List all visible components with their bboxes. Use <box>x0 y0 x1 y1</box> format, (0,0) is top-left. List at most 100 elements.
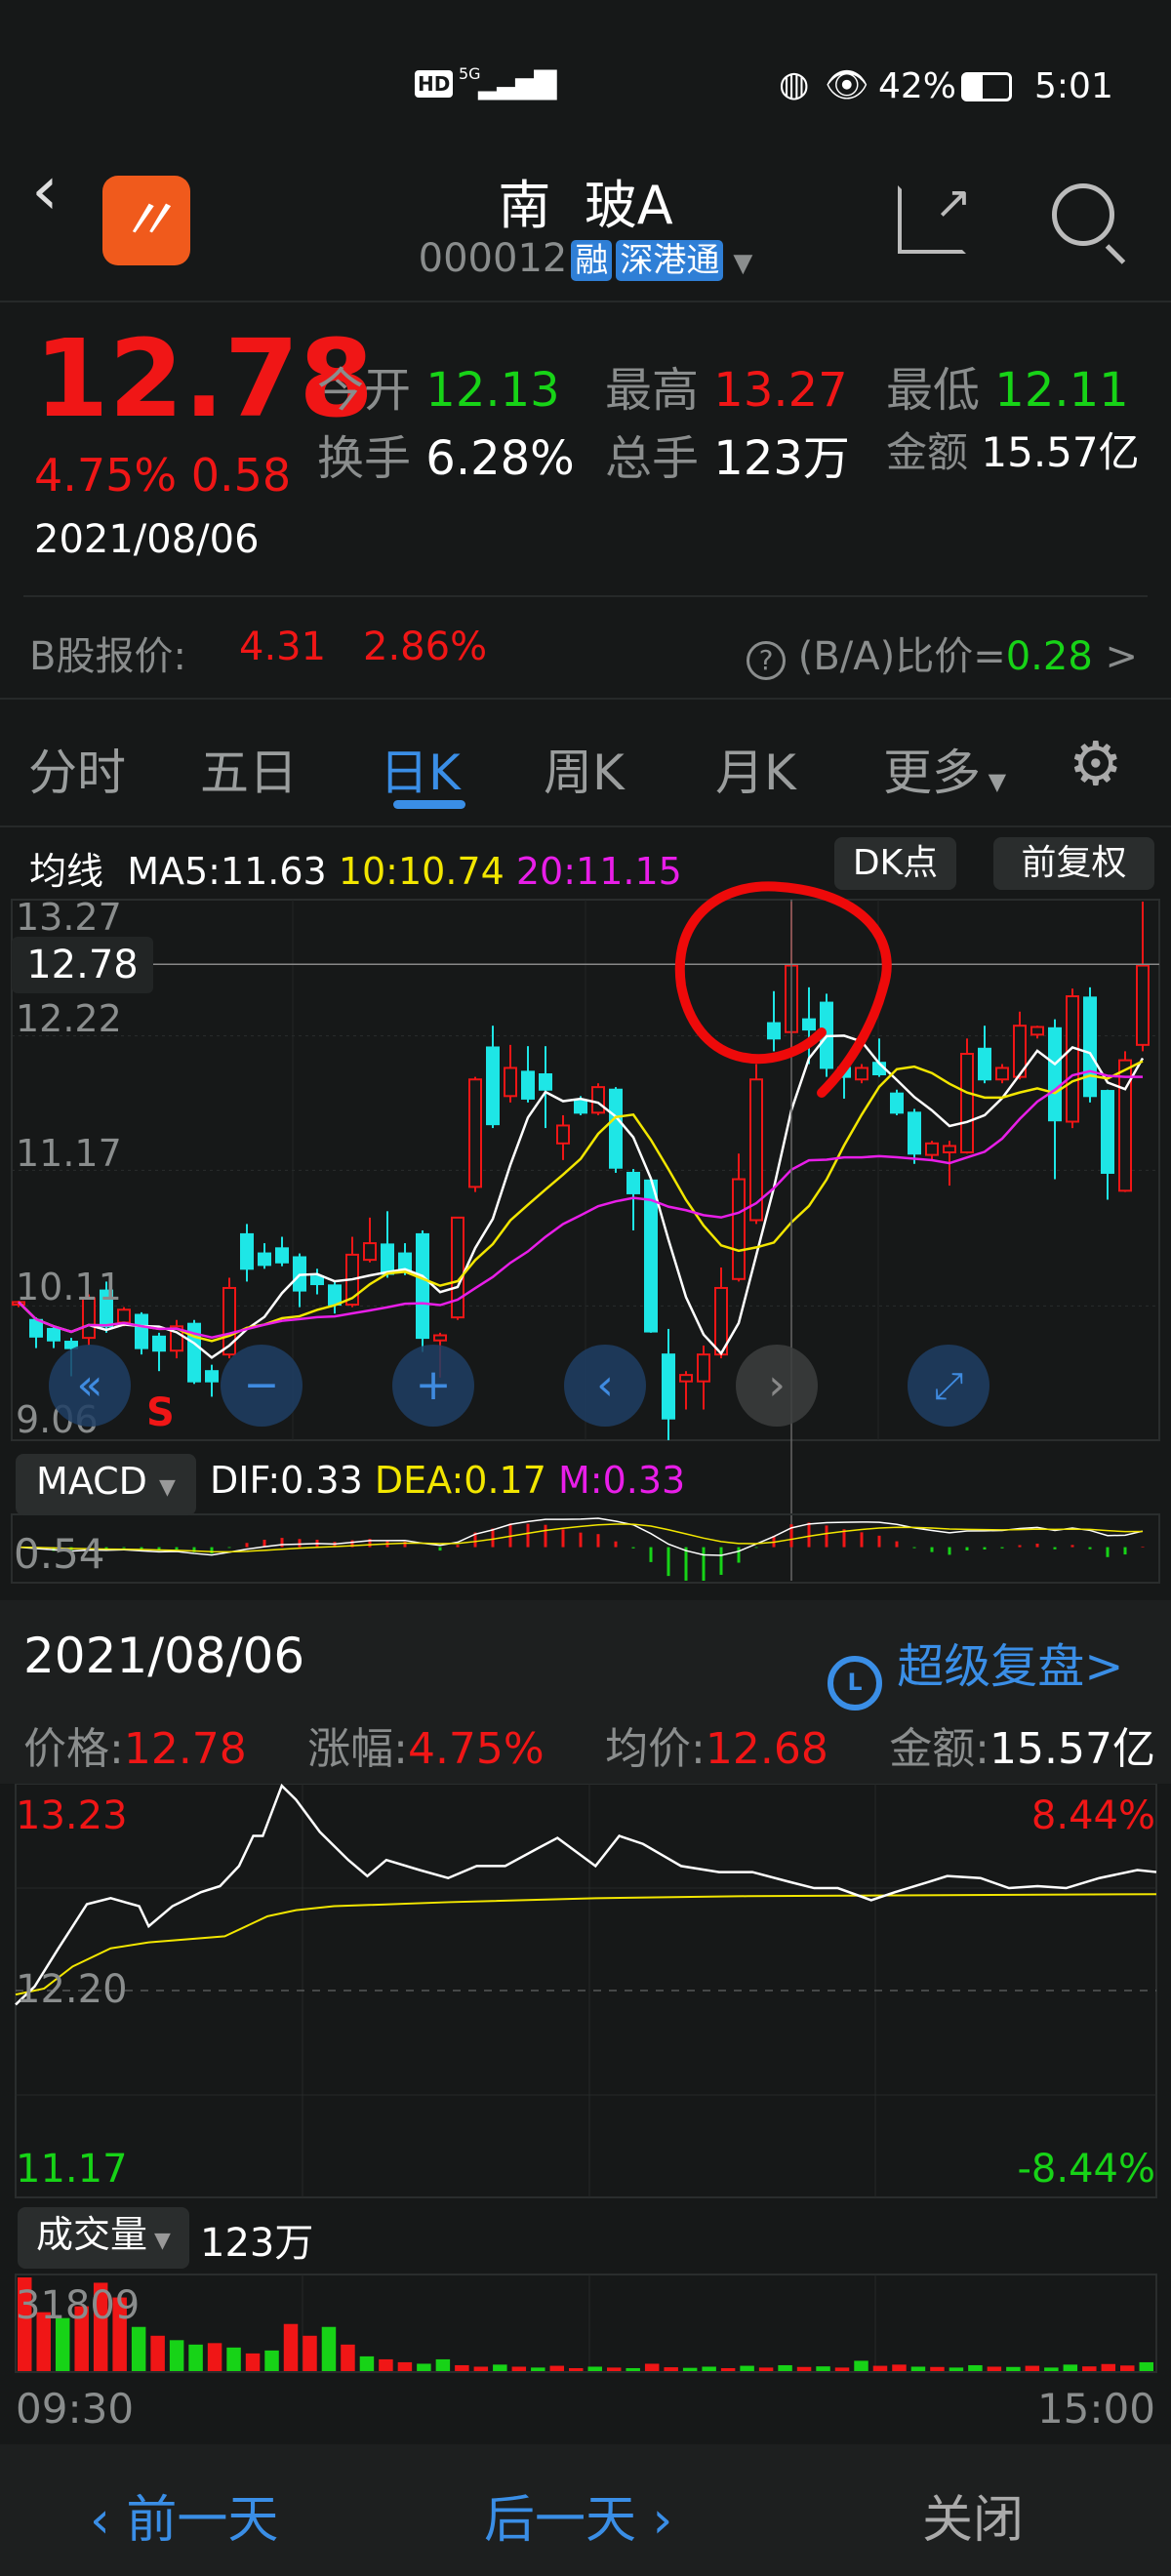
indicator-select[interactable]: MACD ▼ <box>16 1454 196 1515</box>
share-icon[interactable]: ↗ <box>898 176 972 254</box>
volume-bar <box>664 2367 678 2371</box>
hd-icon: HD <box>415 70 454 98</box>
change-amount: 0.58 <box>190 449 292 502</box>
candle-body <box>1136 964 1150 1046</box>
candle-body <box>381 1243 394 1275</box>
candle-body <box>451 1216 464 1319</box>
candle-body <box>398 1252 412 1271</box>
tab-0[interactable]: 分时 <box>28 734 126 804</box>
ma10-value: 10:10.74 <box>338 850 505 893</box>
battery-percent: 42% <box>878 66 957 106</box>
volume-max-label: 31809 <box>16 2283 141 2328</box>
volume-indicator-select[interactable]: 成交量 ▼ <box>18 2207 189 2269</box>
volume-bar <box>702 2366 716 2371</box>
candle-body <box>433 1334 447 1342</box>
stat-label: 最低 <box>886 363 981 418</box>
volume-bar <box>682 2367 698 2371</box>
ratio-link[interactable]: ? (B/A)比价=0.28 > <box>747 624 1138 681</box>
stat-label: 今开 <box>317 363 412 418</box>
candle-body <box>468 1078 482 1188</box>
close-button[interactable]: 关闭 <box>922 2491 1025 2550</box>
volume-bar <box>417 2363 431 2371</box>
candle-body <box>117 1308 131 1324</box>
candle-body <box>1030 1026 1044 1036</box>
candle-body <box>1083 996 1097 1098</box>
price-line <box>15 1783 1157 2006</box>
stat-5: 金额 15.57亿 <box>886 420 1140 479</box>
next-candle-button[interactable]: › <box>736 1345 818 1427</box>
stat-value: 12.13 <box>425 363 560 418</box>
volume-bar <box>872 2365 888 2371</box>
next-day-button[interactable]: 后一天 › <box>484 2491 673 2550</box>
price-value: 12.78 <box>123 1724 247 1774</box>
candle-body <box>29 1318 43 1338</box>
tab-5[interactable]: 更多 ▼ <box>883 734 1006 804</box>
b-share-price: 4.31 <box>239 624 327 669</box>
chevron-right-icon: > <box>1105 634 1139 679</box>
next-day-label: 后一天 <box>484 2491 637 2550</box>
tab-2[interactable]: 日K <box>380 734 461 804</box>
tab-3[interactable]: 周K <box>544 734 625 804</box>
hand-drawn-circle-annotation <box>674 881 892 1098</box>
time-end-label: 15:00 <box>1036 2385 1155 2433</box>
intraday-pct-high: 8.44% <box>1030 1793 1155 1838</box>
stat-1: 最高 13.27 <box>605 351 848 420</box>
volume-bar <box>321 2326 337 2371</box>
volume-total: 123万 <box>200 2221 314 2266</box>
candle-body <box>767 1022 781 1040</box>
fullscreen-button[interactable]: ⤢ <box>908 1345 989 1427</box>
super-replay-link[interactable]: ᒪ 超级复盘> <box>828 1628 1124 1711</box>
candle-body <box>187 1322 201 1383</box>
amount-value: 15.57亿 <box>989 1724 1155 1774</box>
intraday-frame <box>15 1783 1157 2198</box>
volume-frame <box>15 2274 1157 2373</box>
candle-body <box>855 1067 868 1081</box>
crosshair-price-label: 12.78 <box>12 937 153 993</box>
search-icon[interactable] <box>1052 183 1126 264</box>
back-button[interactable]: ‹ <box>31 150 59 230</box>
volume-bar <box>303 2335 317 2371</box>
zoom-out-button[interactable]: − <box>221 1345 303 1427</box>
macd-legend: DIF:0.33 DEA:0.17 M:0.33 <box>210 1459 685 1502</box>
candle-body <box>574 1100 587 1114</box>
candle-body <box>135 1313 148 1349</box>
candle-body <box>293 1256 306 1292</box>
settings-gear-icon[interactable]: ⚙ <box>1069 728 1123 799</box>
candle-body <box>240 1232 254 1270</box>
candle-body <box>732 1178 746 1280</box>
zoom-in-button[interactable]: + <box>392 1345 474 1427</box>
candle-body <box>1118 1059 1132 1192</box>
stock-code-row[interactable]: 000012 融深港通 ▼ <box>0 236 1171 281</box>
candle-body <box>591 1086 605 1114</box>
scroll-left-fast-button[interactable]: « <box>49 1345 131 1427</box>
tab-label: 分时 <box>28 745 126 801</box>
adjust-button[interactable]: 前复权 <box>993 837 1154 890</box>
intraday-axis-low: 11.17 <box>16 2147 128 2192</box>
volume-bar <box>949 2367 964 2371</box>
axis-label-high: 13.27 <box>16 896 122 939</box>
tab-label: 五日 <box>200 745 298 801</box>
volume-bar <box>131 2326 146 2371</box>
tab-4[interactable]: 月K <box>715 734 796 804</box>
tab-1[interactable]: 五日 <box>200 734 298 804</box>
b-share-percent: 2.86% <box>363 624 488 669</box>
status-bar: HD 5G ▂▃▅▇ ◍ 👁 42% 5:01 <box>0 64 1171 109</box>
connect-tag: 深港通 <box>616 240 724 281</box>
prev-candle-button[interactable]: ‹ <box>564 1345 646 1427</box>
active-tab-indicator <box>393 800 465 809</box>
ma-label: 均线 <box>29 850 104 893</box>
volume-bar <box>1006 2366 1021 2371</box>
tab-label: 更多 <box>883 745 981 801</box>
dk-point-button[interactable]: DK点 <box>834 837 956 890</box>
volume-bar <box>341 2344 355 2371</box>
candle-body <box>626 1171 640 1194</box>
volume-bar <box>1063 2364 1078 2371</box>
help-icon: ? <box>747 641 786 680</box>
axis-label: 11.17 <box>16 1132 122 1175</box>
price-change: 4.75% 0.58 <box>34 449 291 502</box>
prev-day-button[interactable]: ‹ 前一天 <box>90 2491 279 2550</box>
indicator-label: MACD <box>36 1460 147 1503</box>
volume-bar <box>397 2361 413 2371</box>
candle-body <box>1101 1090 1114 1174</box>
candle-body <box>152 1335 166 1352</box>
